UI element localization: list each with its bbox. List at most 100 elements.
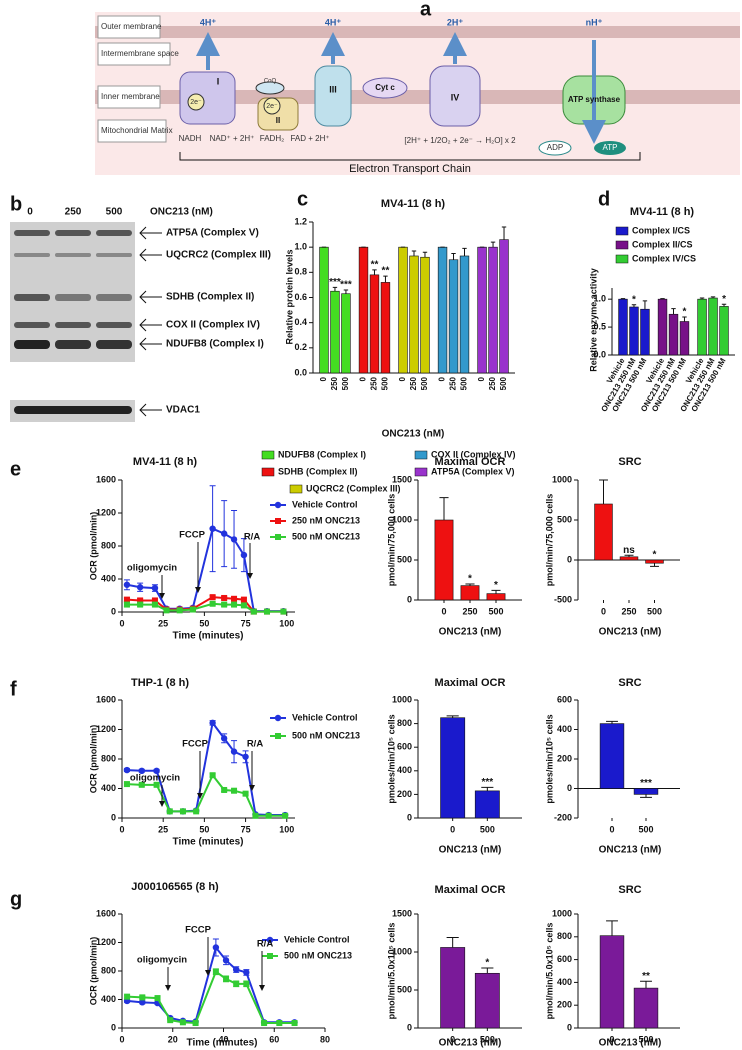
y-axis-label: Relative protein levels — [284, 249, 294, 344]
significance: ** — [642, 971, 650, 982]
panel-label: f — [10, 678, 17, 700]
y-tick-label: -500 — [554, 594, 572, 604]
y-axis-label: pmol/min/5.0x10⁵ cells — [544, 923, 554, 1020]
x-tick-label: 500 — [647, 606, 662, 616]
band — [14, 253, 50, 257]
error-bar — [481, 967, 494, 974]
bar — [708, 297, 718, 356]
y-tick-label: 0.0 — [593, 349, 606, 359]
error-bar — [451, 252, 456, 260]
chart-title: SRC — [618, 456, 641, 468]
annotation: FCCP — [182, 739, 209, 750]
band — [14, 294, 50, 301]
y-axis-label: pmoles/min/10⁵ cells — [544, 714, 554, 803]
bar — [448, 259, 459, 374]
error-bar — [606, 720, 618, 724]
bar — [474, 790, 500, 819]
y-tick-label: 1200 — [96, 724, 116, 734]
band-label: NDUFB8 (Complex I) — [166, 339, 264, 350]
y-tick-label: 0 — [567, 554, 572, 564]
y-tick-label: 200 — [557, 1000, 572, 1010]
y-tick-label: 200 — [397, 789, 412, 799]
error-bar — [332, 286, 338, 292]
y-tick-label: 0 — [567, 1022, 572, 1032]
marker — [265, 812, 272, 819]
bar — [619, 556, 639, 561]
y-tick-label: 600 — [557, 694, 572, 704]
bar — [398, 246, 408, 374]
y-tick-label: 1000 — [392, 946, 412, 956]
y-tick-label: 1500 — [392, 474, 412, 484]
marker — [223, 975, 230, 982]
annotation: R/A — [244, 532, 261, 543]
bar — [434, 519, 454, 601]
legend-label: NDUFB8 (Complex I) — [278, 449, 366, 459]
western-blot: 0 250 500 ONC213 (nM) — [10, 207, 213, 422]
chart-title: MV4-11 (8 h) — [133, 456, 198, 468]
panel-label: d — [598, 188, 610, 210]
legend-label: UQCRC2 (Complex III) — [306, 483, 401, 493]
y-tick-label: 1.0 — [593, 294, 606, 304]
error-bar — [446, 715, 459, 718]
marker — [138, 781, 145, 788]
marker — [212, 968, 219, 975]
bar — [420, 256, 430, 374]
adp-label: ADP — [547, 143, 563, 152]
significance: * — [653, 550, 657, 561]
marker — [240, 602, 247, 609]
y-tick-label: 400 — [557, 724, 572, 734]
x-tick-label: 0 — [119, 824, 124, 834]
y-tick-label: 1500 — [392, 908, 412, 918]
marker — [232, 966, 240, 973]
x-tick-label: 500 — [638, 824, 653, 834]
x-tick-label: 500 — [499, 376, 508, 390]
significance: ** — [371, 259, 379, 270]
error-bar — [624, 554, 634, 557]
legend-label: SDHB (Complex II) — [278, 466, 358, 476]
marker — [151, 601, 158, 608]
x-tick-label: 250 — [449, 376, 458, 390]
marker — [233, 980, 240, 987]
error-bar — [490, 241, 496, 248]
marker — [123, 596, 130, 603]
marker — [221, 594, 228, 601]
band — [14, 340, 50, 349]
bar — [657, 298, 668, 356]
chart-title: Maximal OCR — [435, 677, 506, 689]
marker — [151, 584, 159, 592]
y-tick-label: 1000 — [392, 514, 412, 524]
legend-swatch — [414, 467, 428, 477]
marker — [209, 772, 216, 779]
electron-label: 2e⁻ — [266, 103, 278, 110]
bar — [319, 246, 329, 374]
y-tick-label: 0 — [111, 812, 116, 822]
band — [55, 340, 91, 349]
legend-label: 500 nM ONC213 — [284, 950, 352, 960]
y-axis-label: pmol/min/75,000 cells — [544, 494, 554, 587]
x-tick-label: 0 — [319, 376, 328, 381]
substrate: FAD + 2H⁺ — [290, 134, 329, 143]
bar — [409, 255, 419, 374]
bar — [488, 246, 498, 374]
legend-swatch — [615, 240, 629, 250]
x-tick-label: 40 — [218, 1034, 228, 1044]
legend-swatch — [615, 226, 629, 236]
bar — [358, 246, 369, 374]
significance: *** — [640, 778, 652, 789]
x-tick-label: 500 — [480, 824, 495, 834]
error-bar — [481, 786, 494, 791]
y-tick-label: 500 — [397, 554, 412, 564]
band — [96, 230, 132, 236]
reaction: [2H⁺ + 1/2O₂ + 2e⁻ → H₂O] x 2 — [404, 136, 516, 145]
y-tick-label: 0 — [407, 812, 412, 822]
significance: *** — [329, 277, 341, 288]
x-tick-label: 250 — [621, 606, 636, 616]
cyt-c-label: Cyt c — [375, 83, 395, 92]
x-tick-label: 500 — [381, 376, 390, 390]
legend-swatch — [615, 254, 629, 264]
x-axis-label: ONC213 (nM) — [439, 1038, 502, 1049]
error-bar — [343, 289, 349, 294]
x-tick-label: 500 — [638, 1034, 653, 1044]
band-label: UQCRC2 (Complex III) — [166, 250, 271, 261]
